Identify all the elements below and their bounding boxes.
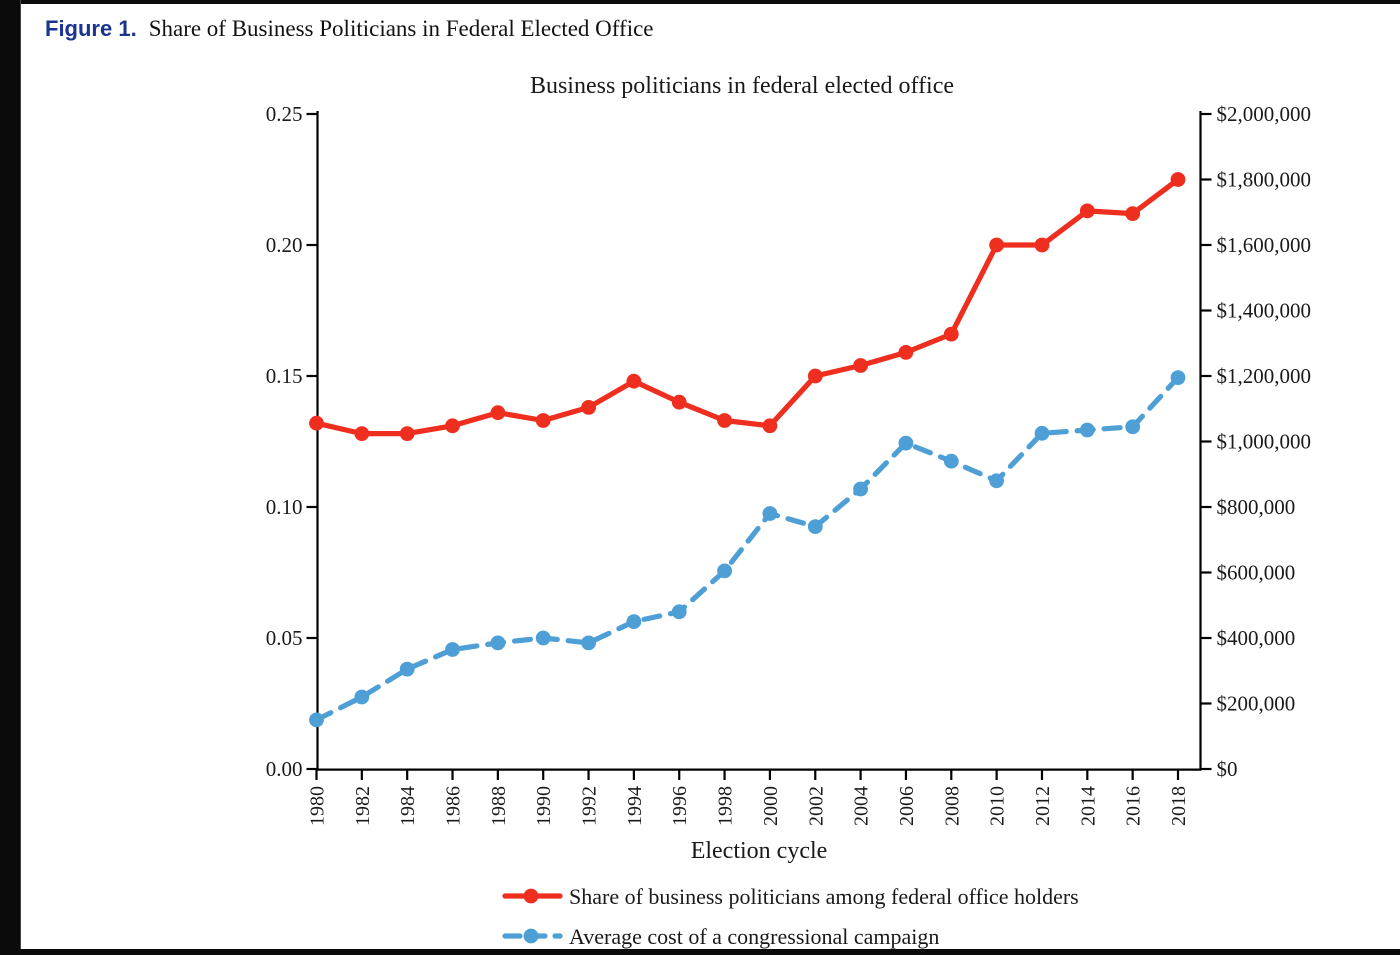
data-point-marker-cost bbox=[717, 563, 732, 579]
data-point-marker-share bbox=[807, 368, 823, 384]
legend-swatch-marker bbox=[523, 888, 539, 904]
x-axis-tick-label: 2018 bbox=[1168, 786, 1190, 826]
x-axis-title: Election cycle bbox=[691, 838, 828, 864]
y-axis-left-tick-label: 0.10 bbox=[266, 495, 303, 519]
y-axis-right-tick-label: $1,400,000 bbox=[1217, 299, 1312, 323]
bottom-edge-strip bbox=[0, 949, 1400, 955]
figure-number: Figure 1. bbox=[45, 16, 137, 41]
data-point-marker-cost bbox=[1125, 419, 1141, 435]
x-axis-tick-label: 1982 bbox=[352, 786, 374, 826]
data-point-marker-cost bbox=[309, 712, 324, 728]
x-axis-tick-label: 2014 bbox=[1077, 786, 1099, 826]
data-point-marker-cost bbox=[581, 635, 596, 651]
y-axis-right-tick-label: $1,000,000 bbox=[1217, 430, 1312, 454]
data-point-marker-cost bbox=[445, 642, 460, 657]
data-point-marker-cost bbox=[807, 519, 823, 534]
data-point-marker-cost bbox=[1034, 425, 1050, 441]
figure-title: Share of Business Politicians in Federal… bbox=[148, 16, 654, 41]
x-axis-tick-label: 2008 bbox=[941, 786, 963, 826]
x-axis-tick-label: 2012 bbox=[1032, 786, 1054, 826]
x-axis-tick-label: 1980 bbox=[307, 786, 329, 826]
y-axis-right-tick-label: $1,800,000 bbox=[1217, 168, 1312, 192]
data-point-marker-share bbox=[1079, 203, 1095, 219]
data-point-marker-cost bbox=[943, 453, 959, 469]
legend-swatch-marker bbox=[523, 928, 539, 944]
y-axis-right-tick-label: $600,000 bbox=[1217, 561, 1296, 585]
x-axis-tick-label: 1990 bbox=[533, 786, 555, 826]
legend-label: Share of business politicians among fede… bbox=[569, 884, 1079, 909]
x-axis-tick-label: 1996 bbox=[669, 786, 691, 826]
data-point-marker-cost bbox=[853, 481, 868, 497]
y-axis-right-tick-label: $1,200,000 bbox=[1217, 364, 1312, 388]
y-axis-left-tick-label: 0.25 bbox=[266, 102, 303, 126]
x-axis-tick-label: 1984 bbox=[397, 786, 419, 826]
data-point-marker-cost bbox=[354, 689, 370, 705]
data-point-marker-share bbox=[1034, 237, 1050, 253]
data-point-marker-share bbox=[898, 345, 914, 360]
x-axis-tick-label: 2004 bbox=[851, 786, 873, 826]
data-point-marker-share bbox=[1170, 172, 1186, 187]
data-point-marker-share bbox=[762, 418, 778, 434]
data-point-marker-share bbox=[1125, 206, 1141, 222]
data-point-marker-cost bbox=[762, 506, 778, 521]
data-point-marker-cost bbox=[1170, 370, 1186, 385]
data-point-marker-share bbox=[853, 358, 868, 373]
data-point-marker-share bbox=[626, 373, 642, 389]
y-axis-right-tick-label: $800,000 bbox=[1217, 495, 1296, 519]
y-axis-right-tick-label: $400,000 bbox=[1217, 626, 1296, 650]
y-axis-left-tick-label: 0.00 bbox=[266, 757, 303, 781]
x-axis-tick-label: 2010 bbox=[987, 786, 1009, 826]
data-point-marker-cost bbox=[626, 614, 642, 629]
data-point-marker-share bbox=[989, 237, 1004, 253]
x-axis-tick-label: 2006 bbox=[896, 786, 918, 826]
y-axis-right-tick-label: $2,000,000 bbox=[1217, 102, 1312, 126]
data-point-marker-share bbox=[490, 405, 506, 421]
data-point-marker-cost bbox=[671, 604, 687, 620]
x-axis-tick-label: 1988 bbox=[488, 786, 510, 826]
x-axis-tick-label: 1986 bbox=[443, 786, 465, 826]
data-point-marker-share bbox=[717, 413, 732, 428]
data-point-marker-cost bbox=[535, 630, 551, 646]
data-point-marker-cost bbox=[1079, 422, 1095, 438]
chart-title: Business politicians in federal elected … bbox=[530, 73, 954, 99]
x-axis-tick-label: 1994 bbox=[624, 786, 646, 826]
x-axis-tick-label: 2000 bbox=[760, 786, 782, 826]
x-axis-tick-label: 2002 bbox=[805, 786, 827, 826]
series-line-share bbox=[313, 176, 1181, 437]
x-axis-tick-label: 1992 bbox=[579, 786, 601, 826]
x-axis-tick-label: 1998 bbox=[715, 786, 737, 826]
data-point-marker-share bbox=[535, 413, 551, 428]
y-axis-left-tick-label: 0.15 bbox=[266, 364, 303, 388]
data-point-marker-share bbox=[399, 426, 415, 441]
legend-label: Average cost of a congressional campaign bbox=[569, 924, 939, 949]
y-axis-right-tick-label: $0 bbox=[1217, 757, 1238, 781]
data-point-marker-cost bbox=[490, 635, 506, 651]
data-point-marker-cost bbox=[989, 473, 1004, 489]
x-axis-tick-label: 2016 bbox=[1123, 786, 1145, 826]
y-axis-left-tick-label: 0.20 bbox=[266, 233, 303, 257]
data-point-marker-share bbox=[309, 415, 324, 431]
data-point-marker-share bbox=[671, 394, 687, 410]
data-point-marker-cost bbox=[898, 435, 914, 451]
data-point-marker-share bbox=[445, 418, 460, 434]
y-axis-right-tick-label: $1,600,000 bbox=[1217, 233, 1312, 257]
figure-caption: Figure 1. Share of Business Politicians i… bbox=[45, 16, 654, 42]
y-axis-left-tick-label: 0.05 bbox=[266, 626, 303, 650]
y-axis-right-tick-label: $200,000 bbox=[1217, 692, 1296, 716]
data-point-marker-share bbox=[943, 326, 959, 342]
top-edge-strip bbox=[0, 0, 1400, 4]
series-line-cost bbox=[313, 375, 1181, 723]
data-point-marker-share bbox=[354, 426, 370, 441]
data-point-marker-cost bbox=[399, 661, 415, 677]
left-edge-strip bbox=[0, 0, 21, 955]
data-point-marker-share bbox=[581, 400, 596, 415]
